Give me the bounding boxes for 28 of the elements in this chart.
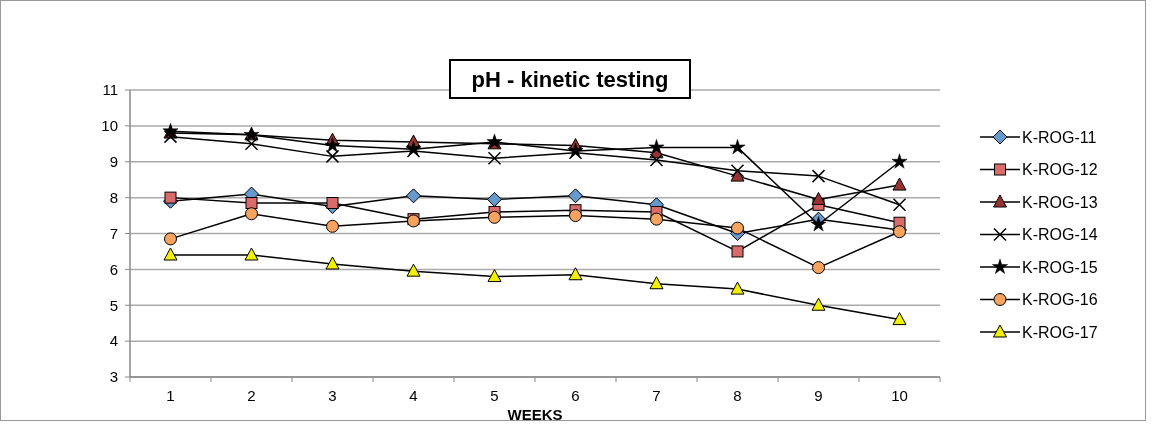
legend-label: K-ROG-12 xyxy=(1022,161,1098,179)
x-tick-label: 9 xyxy=(814,387,823,404)
legend-label: K-ROG-13 xyxy=(1022,193,1098,211)
legend-label: K-ROG-17 xyxy=(1022,323,1098,341)
y-tick-label: 3 xyxy=(109,368,118,386)
x-tick-label: 3 xyxy=(328,387,337,404)
legend-label: K-ROG-15 xyxy=(1022,258,1098,276)
x-tick-label: 2 xyxy=(247,387,256,404)
legend-label: K-ROG-16 xyxy=(1022,291,1098,309)
x-tick-label: 6 xyxy=(571,387,580,404)
legend-label: K-ROG-11 xyxy=(1022,128,1097,146)
x-axis-title: WEEKS xyxy=(507,406,563,423)
x-tick-label: 5 xyxy=(490,387,499,404)
x-tick-label: 7 xyxy=(652,387,661,404)
y-tick-label: 9 xyxy=(109,153,118,170)
x-tick-label: 4 xyxy=(409,387,418,404)
y-tick-label: 8 xyxy=(109,188,118,206)
legend-label: K-ROG-14 xyxy=(1022,226,1098,244)
y-tick-label: 5 xyxy=(109,296,118,314)
y-tick-label: 6 xyxy=(109,260,118,278)
chart-title: pH - kinetic testing xyxy=(471,66,669,92)
y-tick-label: 11 xyxy=(102,81,118,99)
x-tick-label: 10 xyxy=(891,387,908,404)
x-tick-label: 1 xyxy=(166,387,175,404)
y-tick-label: 7 xyxy=(109,224,118,242)
y-tick-label: 10 xyxy=(101,117,118,135)
x-tick-label: 8 xyxy=(733,387,742,404)
y-tick-label: 4 xyxy=(109,332,118,350)
